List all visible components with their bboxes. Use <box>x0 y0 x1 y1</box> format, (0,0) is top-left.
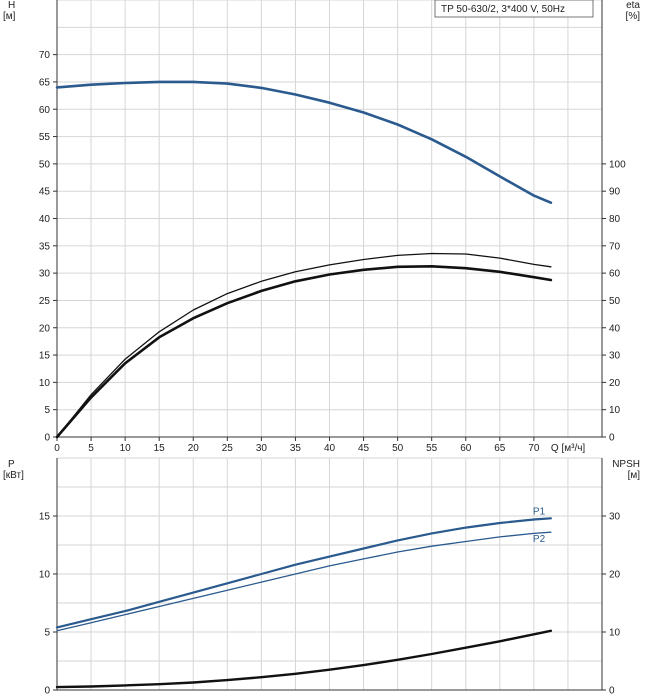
x-tick-label: 15 <box>154 443 166 454</box>
y-right-tick-label: 70 <box>609 241 621 252</box>
x-tick-label: 35 <box>290 443 302 454</box>
y-right-tick-label: 20 <box>609 570 621 581</box>
y-left-tick-label: 15 <box>39 351 51 362</box>
y-right-tick-label: 80 <box>609 214 621 225</box>
series-line-P2 <box>56 531 552 632</box>
y-left-tick-label: 5 <box>44 405 50 416</box>
y-left-tick-label: 35 <box>39 241 51 252</box>
x-tick-label: 60 <box>460 443 472 454</box>
y-right-tick-label: 0 <box>609 686 615 697</box>
y-left-tick-label: 0 <box>44 686 50 697</box>
series-line-P1 <box>55 517 552 629</box>
y-left-tick-label: 40 <box>39 214 51 225</box>
x-tick-label: 50 <box>392 443 404 454</box>
series-line-head <box>55 80 553 204</box>
y-right-tick-label: 40 <box>609 323 621 334</box>
series-label-P1: P1 <box>533 506 546 517</box>
series-label-P2: P2 <box>533 534 546 545</box>
y-left-tick-label: 60 <box>39 105 51 116</box>
x-tick-label: 10 <box>120 443 132 454</box>
y-left-tick-label: 20 <box>39 323 51 334</box>
x-tick-label: 20 <box>188 443 200 454</box>
legend-box <box>434 0 594 18</box>
y-left-tick-label: 65 <box>39 77 51 88</box>
series-line-npsh <box>55 629 553 689</box>
x-tick-label: 40 <box>324 443 336 454</box>
x-axis-label: Q [м³/ч] <box>551 443 586 454</box>
y-right-tick-label: 100 <box>609 159 626 170</box>
series-line-eta-thin <box>56 252 552 438</box>
y-left-axis-label: P <box>8 459 15 470</box>
y-right-tick-label: 0 <box>609 433 615 444</box>
x-tick-label: 70 <box>528 443 540 454</box>
y-right-tick-label: 10 <box>609 405 621 416</box>
y-left-tick-label: 30 <box>39 269 51 280</box>
x-tick-label: 30 <box>256 443 268 454</box>
y-left-tick-label: 10 <box>39 378 51 389</box>
y-left-tick-label: 50 <box>39 159 51 170</box>
y-left-tick-label: 45 <box>39 187 51 198</box>
y-right-axis-label: eta <box>626 0 640 11</box>
x-tick-label: 45 <box>358 443 370 454</box>
y-right-tick-label: 20 <box>609 378 621 389</box>
y-left-axis-unit: [кВт] <box>3 470 24 481</box>
y-left-axis-unit: [м] <box>3 11 16 22</box>
x-tick-label: 5 <box>88 443 94 454</box>
x-tick-label: 65 <box>494 443 506 454</box>
x-tick-label: 25 <box>222 443 234 454</box>
y-right-axis-unit: [м] <box>628 470 641 481</box>
y-right-tick-label: 90 <box>609 187 621 198</box>
y-right-tick-label: 30 <box>609 351 621 362</box>
legend-text: TP 50-630/2, 3*400 V, 50Hz <box>441 4 565 15</box>
y-left-tick-label: 0 <box>44 433 50 444</box>
y-right-axis-label: NPSH <box>612 459 640 470</box>
y-left-tick-label: 70 <box>39 50 51 61</box>
y-right-tick-label: 10 <box>609 628 621 639</box>
y-right-axis-unit: [%] <box>626 11 641 22</box>
y-right-tick-label: 60 <box>609 269 621 280</box>
y-right-tick-label: 50 <box>609 296 621 307</box>
y-left-tick-label: 55 <box>39 132 51 143</box>
y-left-tick-label: 5 <box>44 628 50 639</box>
y-left-tick-label: 25 <box>39 296 51 307</box>
y-left-tick-label: 10 <box>39 570 51 581</box>
y-left-tick-label: 15 <box>39 512 51 523</box>
y-right-tick-label: 30 <box>609 512 621 523</box>
y-left-axis-label: H <box>8 0 15 11</box>
x-tick-label: 0 <box>54 443 60 454</box>
x-tick-label: 55 <box>426 443 438 454</box>
series-line-eta-thick <box>55 265 553 439</box>
